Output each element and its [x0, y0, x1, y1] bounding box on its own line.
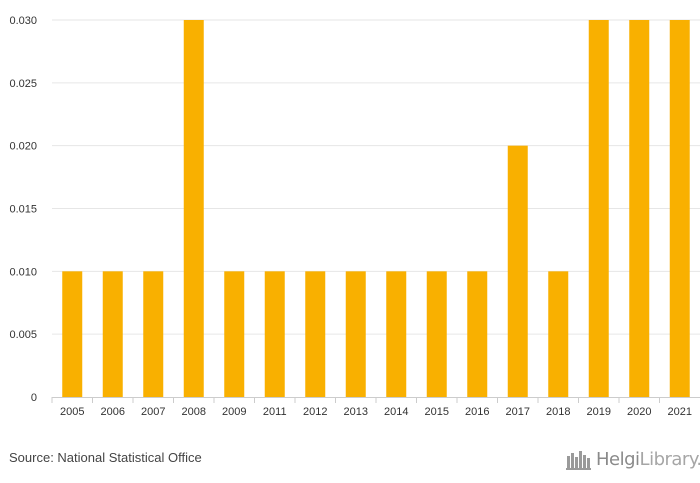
x-tick-label-2012: 2012: [303, 406, 327, 418]
y-tick-label: 0: [31, 392, 37, 404]
y-tick-label: 0.030: [9, 15, 37, 27]
logo-text-light: Library.: [639, 448, 700, 470]
x-axis-tick-labels: 2005 2006 2007 2008 2009 2011 2012 2013 2014 2015…: [51, 397, 692, 418]
bar-2015: [426, 271, 447, 397]
x-tick-label-2005: 2005: [60, 406, 84, 418]
x-tick-label-2008: 2008: [182, 406, 206, 418]
y-tick-label: 0.005: [9, 329, 37, 341]
bar-2017: [507, 145, 528, 397]
x-tick-label-2011: 2011: [263, 406, 287, 418]
y-tick-label: 0.025: [9, 78, 37, 90]
x-tick-label-2009: 2009: [222, 406, 246, 418]
bar-2014: [386, 271, 407, 397]
x-tick-label-2013: 2013: [344, 406, 368, 418]
bar-2016: [467, 271, 488, 397]
bar-2005: [62, 271, 83, 397]
bar-2019: [588, 20, 609, 397]
x-tick-label-2020: 2020: [627, 406, 651, 418]
x-tick-label-2017: 2017: [506, 406, 530, 418]
bar-2011: [264, 271, 285, 397]
logo-text: HelgiLibrary.: [596, 449, 700, 470]
x-tick-label-2007: 2007: [141, 406, 165, 418]
x-tick-label-2014: 2014: [384, 406, 408, 418]
helgi-library-logo: HelgiLibrary.: [566, 447, 700, 471]
bookshelf-icon: [566, 451, 591, 470]
y-tick-label: 0.015: [9, 204, 37, 216]
bar-2008: [183, 20, 204, 397]
y-tick-label: 0.010: [9, 266, 37, 278]
bar-2012: [305, 271, 326, 397]
x-tick-label-2018: 2018: [546, 406, 570, 418]
source-note: Source: National Statistical Office: [9, 450, 202, 465]
y-tick-label: 0.020: [9, 141, 37, 153]
x-tick-label-2021: 2021: [668, 406, 692, 418]
x-tick-label-2019: 2019: [587, 406, 611, 418]
logo-text-bold: Helgi: [596, 448, 640, 470]
x-tick-label-2016: 2016: [465, 406, 489, 418]
bar-2020: [629, 20, 650, 397]
bar-2021: [669, 20, 690, 397]
bar-2007: [143, 271, 164, 397]
y-axis-tick-labels: 0 0.005 0.010 0.015 0.020 0.025 0.030: [9, 15, 37, 404]
bar-2013: [345, 271, 366, 397]
x-tick-label-2006: 2006: [101, 406, 125, 418]
bar-2006: [102, 271, 123, 397]
bars: [62, 20, 690, 397]
bar-2018: [548, 271, 569, 397]
bar-2009: [224, 271, 245, 397]
x-tick-label-2015: 2015: [425, 406, 449, 418]
